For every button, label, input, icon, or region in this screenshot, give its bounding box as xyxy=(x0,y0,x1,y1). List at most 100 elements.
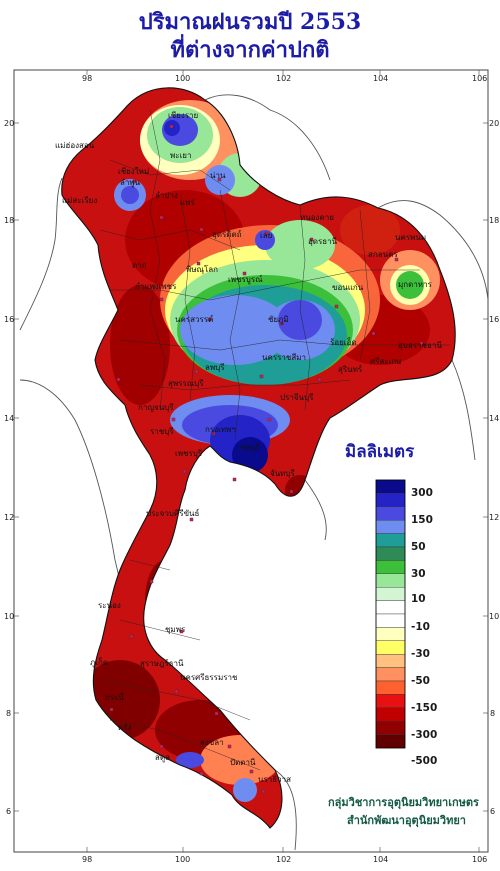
place-label: กรุงเทพฯ xyxy=(205,425,236,434)
place-label: นราธิวาส xyxy=(258,775,291,784)
place-label: อุดรธานี xyxy=(308,237,338,246)
legend-label: -30 xyxy=(411,648,430,660)
map-subtitle: ที่ต่างจากค่าปกติ xyxy=(170,37,330,63)
place-label: อุตรดิตถ์ xyxy=(212,229,242,239)
lat-tick-label: 6 xyxy=(6,807,11,816)
place-label: สุพรรณบุรี xyxy=(168,379,204,388)
place-label: ตาก xyxy=(132,261,147,270)
legend-border xyxy=(375,479,406,749)
credit-line-1: กลุ่มวิชาการอุตุนิยมวิทยาเกษตร xyxy=(328,796,479,809)
place-label: ประจวบคีรีขันธ์ xyxy=(146,508,200,518)
lat-ticks xyxy=(14,122,488,812)
lat-tick-label: 16 xyxy=(4,315,14,324)
legend-label: 300 xyxy=(411,487,433,499)
lon-tick-label: 106 xyxy=(472,855,487,864)
lon-tick-labels-bottom: 98 100 102 104 106 xyxy=(82,855,487,864)
lat-tick-label: 20 xyxy=(489,119,499,128)
place-label: สงขลา xyxy=(200,738,224,747)
province-borders xyxy=(99,109,450,771)
place-label: สกลนคร xyxy=(368,250,398,259)
lat-tick-label: 18 xyxy=(489,216,499,225)
place-label: ปราจีนบุรี xyxy=(280,393,314,402)
legend-swatch xyxy=(375,600,406,615)
place-label: กาญจนบุรี xyxy=(138,403,174,412)
lat-tick-labels-left: 20 18 16 14 12 10 8 6 xyxy=(4,119,14,816)
place-label: เพชรบุรี xyxy=(175,449,203,458)
lon-tick-label: 104 xyxy=(373,855,388,864)
legend-label: 10 xyxy=(411,593,426,605)
place-label: พะเยา xyxy=(170,151,191,160)
lat-tick-label: 20 xyxy=(4,119,14,128)
legend-swatch xyxy=(375,627,406,642)
legend-swatch xyxy=(375,613,406,628)
lat-tick-label: 18 xyxy=(4,216,14,225)
lat-tick-label: 6 xyxy=(490,807,495,816)
place-label: สุราษฎร์ธานี xyxy=(140,658,184,668)
place-label: นครราชสีมา xyxy=(262,353,306,362)
place-label: น่าน xyxy=(210,171,226,180)
place-label: แม่ฮ่องสอน xyxy=(55,141,95,150)
place-label: สุรินทร์ xyxy=(338,364,363,374)
place-label: ศรีสะเกษ xyxy=(370,357,401,366)
place-label: อุบลราชธานี xyxy=(398,341,442,350)
place-label: ปัตตานี xyxy=(230,758,256,767)
place-label: ลำพูน xyxy=(120,178,141,188)
legend-title: มิลลิเมตร xyxy=(345,442,415,462)
lat-tick-label: 14 xyxy=(4,414,14,423)
lon-ticks xyxy=(86,70,480,852)
place-label: ราชบุรี xyxy=(150,427,174,436)
map-title: ปริมาณฝนรวมปี 2553 xyxy=(138,9,362,35)
place-label: ร้อยเอ็ด xyxy=(330,337,357,347)
place-label: จันทบุรี xyxy=(270,469,296,478)
place-label: พิษณุโลก xyxy=(186,264,218,274)
legend-label: -50 xyxy=(411,675,430,687)
legend-swatch xyxy=(375,479,406,494)
place-label: แพร่ xyxy=(180,198,195,207)
lon-tick-label: 104 xyxy=(373,74,388,83)
place-label: นครศรีธรรมราช xyxy=(180,673,238,682)
legend-label: -500 xyxy=(411,755,438,767)
lon-tick-label: 106 xyxy=(472,74,487,83)
legend-swatch xyxy=(375,667,406,682)
lat-tick-label: 12 xyxy=(489,513,499,522)
legend-swatch xyxy=(375,587,406,601)
lat-tick-label: 10 xyxy=(4,612,14,621)
thailand-outline xyxy=(61,87,456,829)
legend-swatch xyxy=(375,520,406,534)
place-label: มุกดาหาร xyxy=(398,280,433,289)
place-label: แม่สะเรียง xyxy=(62,196,97,205)
place-label: ชุมพร xyxy=(165,625,186,634)
lon-tick-label: 98 xyxy=(82,74,92,83)
station-markers xyxy=(109,124,424,794)
legend-label: 150 xyxy=(411,514,433,526)
place-label: กระบี่ xyxy=(105,691,124,702)
lon-tick-label: 100 xyxy=(175,74,190,83)
legend-label: -300 xyxy=(411,729,438,741)
legend-swatch xyxy=(375,493,406,507)
legend-swatch xyxy=(375,533,406,548)
legend-swatch xyxy=(375,560,406,575)
place-label: ชัยภูมิ xyxy=(268,315,289,325)
credit-line-2: สำนักพัฒนาอุตุนิยมวิทยา xyxy=(347,814,466,827)
lat-tick-label: 8 xyxy=(6,709,11,718)
legend-label: -10 xyxy=(411,621,430,633)
place-label: สตูล xyxy=(155,753,170,763)
lat-tick-label: 16 xyxy=(489,315,499,324)
lon-tick-label: 102 xyxy=(276,74,291,83)
legend-swatch xyxy=(375,654,406,668)
place-labels: เชียงราย แม่ฮ่องสอน พะเยา เชียงใหม่ น่าน… xyxy=(55,111,442,784)
place-label: เชียงใหม่ xyxy=(118,167,149,176)
place-label: ชลบุรี xyxy=(240,443,260,452)
place-label: กำแพงเพชร xyxy=(135,282,177,291)
legend-swatch xyxy=(375,573,406,588)
legend-label: 30 xyxy=(411,568,426,580)
lat-tick-label: 14 xyxy=(489,414,499,423)
place-label: ขอนแก่น xyxy=(332,283,364,292)
place-label: ภูเก็ต xyxy=(90,657,108,668)
legend-swatch xyxy=(375,506,406,521)
place-label: ระนอง xyxy=(98,601,121,610)
lat-tick-labels-right: 20 18 16 14 12 10 8 6 xyxy=(489,119,499,816)
lat-tick-label: 8 xyxy=(490,709,495,718)
lat-tick-label: 10 xyxy=(489,612,499,621)
